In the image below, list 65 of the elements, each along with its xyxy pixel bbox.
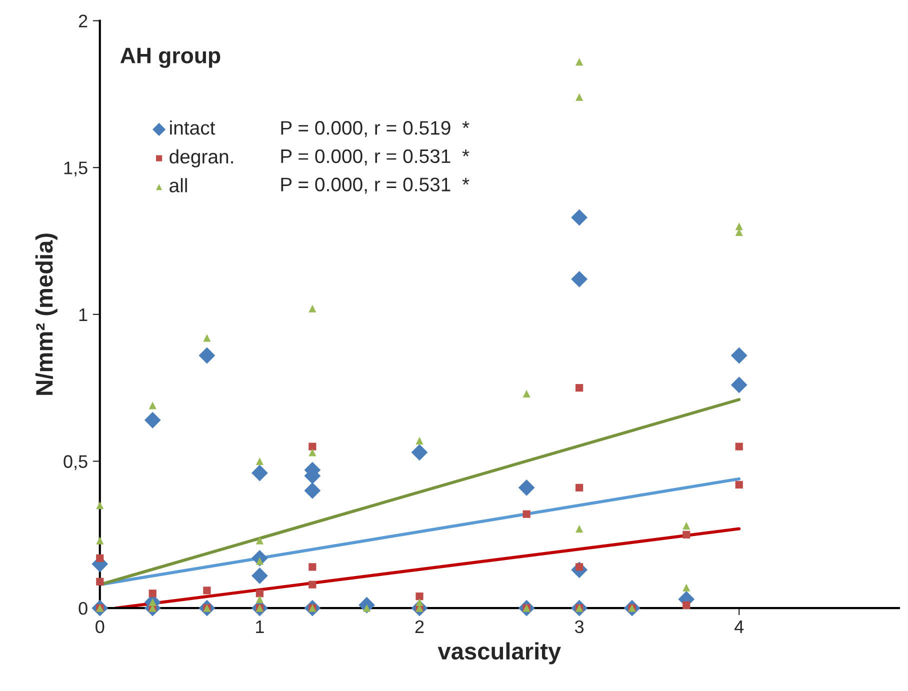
y-tick-label: 0	[78, 602, 88, 615]
y-axis-title: N/mm² (media)	[35, 234, 58, 395]
point	[411, 444, 428, 461]
y-tick-label: 2	[78, 14, 88, 28]
x-tick-label: 4	[734, 620, 744, 633]
point	[304, 482, 321, 499]
point	[576, 384, 584, 392]
y-tick-label: 0,5	[64, 455, 88, 470]
point	[416, 592, 424, 600]
point	[308, 442, 316, 450]
point	[198, 347, 216, 364]
point	[522, 390, 530, 398]
point	[735, 480, 743, 489]
point	[576, 524, 584, 533]
point	[682, 522, 690, 530]
point	[308, 580, 316, 588]
point	[148, 590, 156, 598]
point	[251, 568, 268, 584]
point	[571, 270, 588, 288]
point	[256, 457, 264, 466]
point	[730, 347, 748, 364]
point	[256, 536, 264, 544]
point	[148, 598, 156, 606]
point	[148, 402, 156, 410]
text: AH group	[120, 48, 220, 68]
x-tick-label: 0	[96, 620, 104, 634]
point	[416, 436, 424, 444]
point	[416, 598, 424, 606]
point	[682, 530, 690, 538]
legend-label: degran.	[170, 149, 233, 168]
point	[522, 510, 530, 518]
point	[203, 586, 211, 594]
point	[682, 601, 690, 609]
x-tick-label: 2	[415, 620, 424, 633]
point	[96, 554, 104, 562]
point	[576, 484, 584, 492]
x-tick-label: 3	[574, 620, 584, 634]
point	[251, 464, 268, 482]
point	[96, 501, 104, 510]
point	[682, 584, 690, 592]
point	[256, 595, 264, 604]
legend-label: all	[170, 178, 187, 192]
point	[576, 93, 584, 101]
point	[203, 334, 211, 342]
legend-label: intact	[170, 120, 216, 135]
annotation: P = 0.000, r = 0.531 *	[281, 149, 470, 166]
point	[96, 578, 104, 586]
x-axis-title: vascularity	[438, 642, 561, 664]
point	[144, 412, 161, 428]
point	[308, 563, 316, 571]
x-tick-label: 1	[256, 620, 264, 633]
point	[256, 590, 264, 598]
y-tick-label: 1	[79, 308, 88, 321]
point	[576, 58, 584, 66]
point	[96, 536, 104, 544]
point	[730, 376, 748, 394]
y-tick-label: 1,5	[64, 162, 88, 176]
annotation: P = 0.000, r = 0.519 *	[281, 121, 470, 138]
point	[308, 448, 316, 456]
point	[571, 209, 588, 226]
point	[735, 222, 743, 230]
point	[308, 304, 316, 312]
point	[518, 479, 535, 496]
point	[735, 442, 743, 450]
annotation: P = 0.000, r = 0.531 *	[281, 178, 470, 194]
